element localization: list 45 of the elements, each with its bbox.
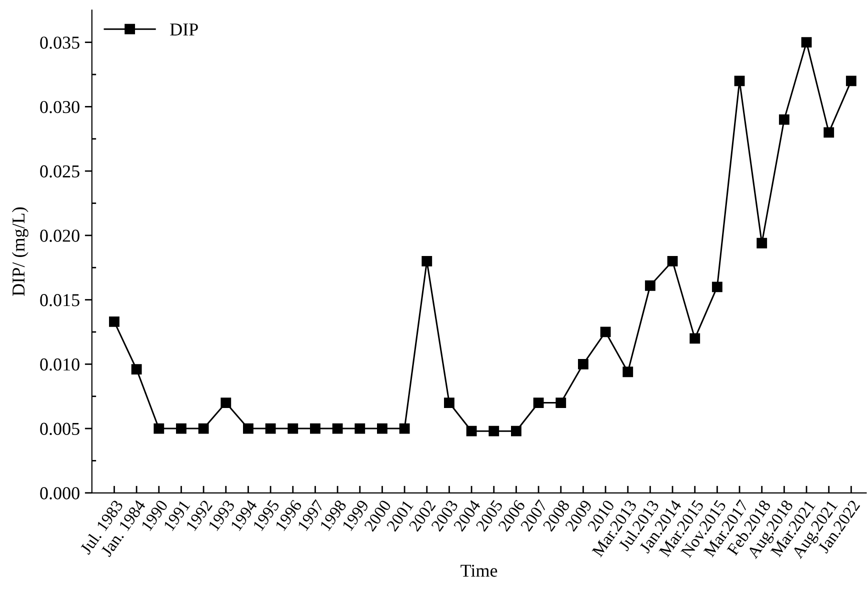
point [176, 423, 186, 434]
point [600, 326, 611, 338]
point [354, 423, 366, 434]
point [578, 358, 588, 370]
point [288, 423, 298, 434]
y-tick-label: 0.025 [40, 165, 80, 178]
point [712, 282, 722, 292]
y-tick-label: 0.015 [40, 294, 80, 306]
y-tick-label: 0.030 [40, 100, 80, 114]
point [265, 423, 276, 434]
point [109, 316, 120, 327]
point [243, 423, 254, 434]
point [131, 364, 142, 375]
point [690, 333, 700, 344]
y-axis-title: DIP/ (mg/L) [12, 207, 28, 296]
point [377, 423, 388, 434]
y-tick-label: 0.000 [40, 487, 80, 500]
point [422, 256, 432, 266]
point [824, 127, 834, 138]
point [533, 398, 544, 408]
point [399, 423, 410, 434]
point [667, 256, 678, 266]
point [332, 423, 343, 434]
x-axis-title: Time [460, 564, 498, 577]
y-tick-label: 0.005 [40, 422, 80, 436]
point [310, 423, 320, 434]
point [801, 37, 812, 48]
y-tick-label: 0.020 [40, 230, 80, 242]
point [846, 76, 856, 86]
point [622, 366, 634, 378]
point [778, 114, 790, 125]
y-tick-label: 0.035 [40, 36, 80, 49]
point [488, 426, 500, 436]
point [556, 398, 566, 408]
point [466, 426, 477, 436]
point [756, 238, 768, 248]
point [220, 398, 232, 408]
point [444, 398, 454, 408]
point [734, 76, 745, 86]
point [198, 423, 209, 434]
y-tick-label: 0.010 [40, 358, 80, 371]
point [154, 423, 164, 434]
legend-label: DIP [170, 24, 198, 36]
point [644, 280, 656, 291]
point [510, 426, 522, 436]
